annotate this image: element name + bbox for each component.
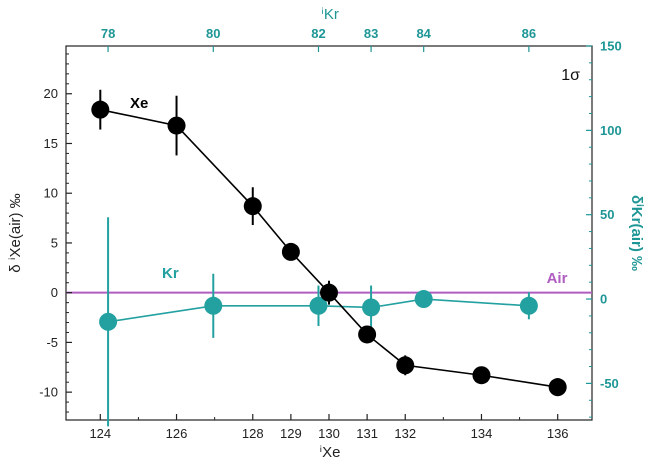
xe-series-line (100, 108, 558, 388)
kr-data-point (99, 312, 118, 331)
xe-data-point (167, 116, 186, 135)
kr-data-point (362, 298, 381, 317)
top-tick-label: 84 (416, 26, 431, 41)
left-axis-title: δ ⁱXe(air) ‰ (7, 193, 24, 272)
top-tick-label: 86 (522, 26, 536, 41)
bottom-tick-label: 126 (166, 426, 188, 441)
left-tick-label: -10 (39, 385, 58, 400)
right-tick-label: 0 (600, 292, 607, 307)
kr-data-point (414, 290, 433, 309)
bottom-tick-label: 130 (318, 426, 340, 441)
kr-series-label: Kr (162, 265, 179, 282)
right-axis-title: δⁱKr(air) ‰ (628, 195, 645, 271)
kr-series-line (107, 298, 529, 323)
right-tick-label: 150 (600, 39, 622, 54)
left-tick-label: 0 (51, 285, 58, 300)
kr-data-point (204, 296, 223, 315)
sigma-annotation: 1σ (561, 67, 580, 84)
left-tick-label: 5 (51, 235, 58, 250)
top-tick-label: 83 (364, 26, 378, 41)
right-tick-label: -50 (600, 376, 619, 391)
top-axis-title: ⁱKr (321, 6, 339, 23)
xe-data-point (243, 197, 262, 216)
xe-data-point (320, 283, 338, 302)
xe-data-point (281, 242, 300, 261)
right-tick-label: 50 (600, 207, 614, 222)
bottom-tick-label: 131 (356, 426, 378, 441)
bottom-tick-label: 129 (280, 426, 302, 441)
left-tick-label: 15 (44, 136, 58, 151)
xe-data-point (358, 325, 377, 344)
bottom-tick-label: 124 (89, 426, 111, 441)
bottom-tick-label: 128 (242, 426, 264, 441)
top-tick-label: 82 (311, 26, 325, 41)
xe-data-point (472, 366, 491, 385)
bottom-axis-title: ⁱXe (319, 444, 340, 461)
bottom-tick-label: 136 (547, 426, 569, 441)
left-tick-label: -5 (46, 335, 58, 350)
xe-data-point (548, 378, 567, 397)
right-tick-label: 100 (600, 123, 622, 138)
kr-data-point (309, 296, 328, 315)
top-tick-label: 78 (101, 26, 115, 41)
top-tick-label: 80 (206, 26, 220, 41)
xe-data-point (396, 356, 415, 375)
bottom-tick-label: 134 (471, 426, 493, 441)
xe-data-point (91, 100, 110, 119)
kr-data-point (519, 296, 538, 315)
left-tick-label: 20 (44, 86, 58, 101)
xe-series-label: Xe (130, 95, 148, 112)
bottom-tick-label: 132 (394, 426, 416, 441)
left-tick-label: 10 (44, 186, 58, 201)
air-line-label: Air (547, 270, 568, 287)
